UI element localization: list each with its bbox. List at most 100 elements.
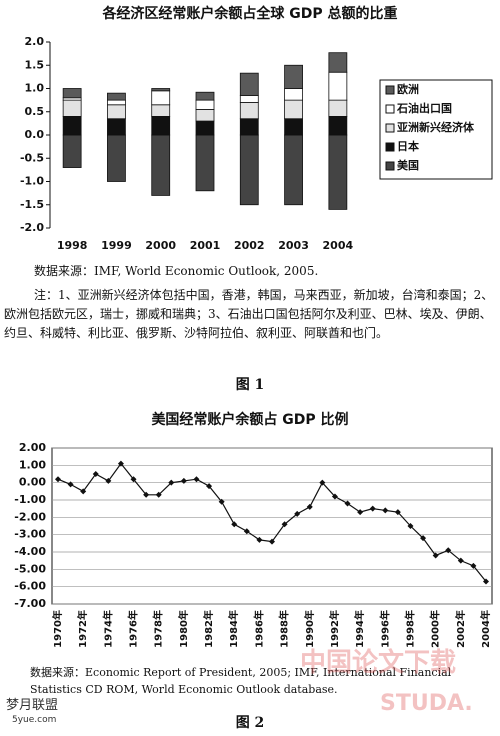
bar-segment <box>62 99 82 117</box>
legend-box <box>379 79 493 180</box>
line <box>57 462 487 582</box>
x-tick-label: 1998年 <box>403 610 416 648</box>
x-tick-label: 2002 <box>234 239 265 252</box>
bar-segment <box>195 109 215 122</box>
marker <box>344 500 351 507</box>
legend-swatch <box>385 142 395 152</box>
y-tick-label: 2.0 <box>25 35 45 48</box>
watermark: 5yue.com <box>12 715 57 725</box>
x-tick-label: 1990年 <box>303 610 316 648</box>
y-tick-label: 0.5 <box>25 105 45 118</box>
x-tick-label: 1998 <box>57 239 88 252</box>
x-tick-label: 1972年 <box>76 610 89 648</box>
bar-segment <box>239 102 259 120</box>
x-tick-label: 1999 <box>101 239 132 252</box>
bar-segment <box>195 99 215 110</box>
marker <box>331 493 338 500</box>
chart-1: 各经济区经常账户余额占全球 GDP 总额的比重 2.0 1.5 1.0 0.5 0.0 -… <box>20 5 493 252</box>
x-tick-label: 1996年 <box>378 610 391 648</box>
x-tick-label: 1994年 <box>353 610 366 648</box>
legend-swatch <box>385 85 395 95</box>
y-tick-label: 1.00 <box>19 458 46 471</box>
marker <box>269 538 275 545</box>
bar-segment <box>284 64 303 89</box>
y-tick-label: 0.0 <box>25 128 45 141</box>
x-tick-label: 1980年 <box>177 610 190 648</box>
bar-segment <box>62 88 82 99</box>
bar-segment <box>239 95 259 103</box>
legend-swatch <box>385 161 395 171</box>
x-tick-label: 1986年 <box>252 610 265 648</box>
bar-segment <box>107 118 126 136</box>
source-note: 数据来源：Economic Report of President, 2005;… <box>30 666 452 696</box>
y-tick-label: 1.0 <box>25 82 45 95</box>
bar-segment <box>284 134 303 206</box>
x-tick-label: 1978年 <box>152 610 165 648</box>
marker <box>143 491 150 498</box>
marker <box>457 557 464 564</box>
legend-label: 日本 <box>397 139 419 153</box>
bar-segment <box>239 72 259 96</box>
bar-segment <box>151 88 171 92</box>
bar-segment <box>284 99 303 120</box>
legend-label: 美国 <box>397 158 419 172</box>
x-tick-label: 2000 <box>145 239 176 252</box>
bar-segment <box>328 134 348 210</box>
marker <box>243 528 250 535</box>
x-tick-label: 2004年 <box>479 610 492 648</box>
marker <box>319 479 326 486</box>
y-tick-label: -0.5 <box>20 151 44 164</box>
source-note: 数据来源：IMF, World Economic Outlook, 2005. <box>34 264 319 278</box>
legend-label: 石油出口国 <box>396 101 452 115</box>
x-tick-label: 2003 <box>278 239 309 252</box>
marker <box>382 507 389 514</box>
x-tick-label: 1982年 <box>202 610 215 648</box>
marker <box>294 510 301 517</box>
bar-segment <box>195 91 215 101</box>
x-tick-label: 2004 <box>323 239 354 252</box>
y-tick-label: -1.5 <box>20 198 44 211</box>
x-tick-label: 1992年 <box>328 610 341 648</box>
x-tick-label: 1970年 <box>51 610 64 648</box>
bar-segment <box>107 134 126 182</box>
figure-caption: 图 2 <box>235 715 265 731</box>
marker <box>218 498 225 505</box>
bar-segment <box>107 104 126 120</box>
marker <box>445 547 452 554</box>
bar-segment <box>284 118 303 136</box>
y-tick-label: -3.00 <box>14 528 46 541</box>
chart-title: 美国经常账户余额占 GDP 比例 <box>151 411 348 428</box>
marker <box>483 578 489 585</box>
bar-segment <box>328 71 348 101</box>
chart-title: 各经济区经常账户余额占全球 GDP 总额的比重 <box>101 5 397 22</box>
y-tick-label: -1.0 <box>20 175 44 188</box>
chart-2: 美国经常账户余额占 GDP 比例 2.00 1.00 0.00 -1.00 -2.00 -… <box>14 411 493 648</box>
x-tick-label: 1988年 <box>278 610 291 648</box>
marker <box>105 477 112 484</box>
y-tick-label: 0.00 <box>19 476 46 489</box>
x-tick-label: 2001 <box>190 239 221 252</box>
marker <box>180 477 187 484</box>
bar-segment <box>62 134 82 168</box>
marker <box>369 505 376 512</box>
bar-segment <box>328 99 348 117</box>
marker <box>168 479 175 486</box>
x-tick-label: 1984年 <box>227 610 240 648</box>
bar-segment <box>195 134 215 192</box>
marker <box>394 509 401 516</box>
watermark: STUDA. <box>380 691 473 716</box>
bar-segment <box>62 116 82 136</box>
bar-segment <box>107 99 126 106</box>
marker <box>92 471 99 477</box>
marker <box>231 521 238 528</box>
bar-segment <box>239 118 259 136</box>
x-tick-label: 1974年 <box>101 610 114 648</box>
marker <box>67 481 74 488</box>
y-tick-label: -2.0 <box>20 221 44 234</box>
marker <box>130 476 137 483</box>
legend-swatch <box>385 123 395 133</box>
bar-segment <box>328 116 348 136</box>
y-tick-label: 1.5 <box>25 58 45 71</box>
marker <box>206 483 213 490</box>
x-tick-label: 2002年 <box>454 610 467 648</box>
